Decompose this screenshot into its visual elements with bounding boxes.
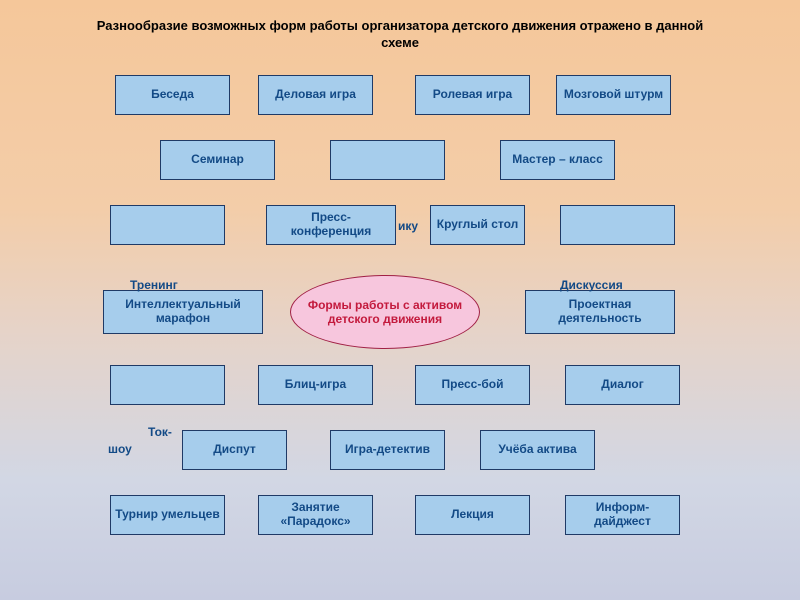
diagram-canvas: Разнообразие возможных форм работы орган… — [0, 0, 800, 600]
box-marafon: Интеллектуальный марафон — [103, 290, 263, 334]
box-label: Ролевая игра — [433, 88, 512, 102]
box-rolevaya: Ролевая игра — [415, 75, 530, 115]
box-seminar: Семинар — [160, 140, 275, 180]
box-lekciya: Лекция — [415, 495, 530, 535]
box-label: Блиц-игра — [285, 378, 346, 392]
box-kruglyi: Круглый стол — [430, 205, 525, 245]
box-beseda: Беседа — [115, 75, 230, 115]
box-mozgovoy: Мозговой штурм — [556, 75, 671, 115]
box-label: Турнир умельцев — [115, 508, 220, 522]
box-label: Информ-дайджест — [570, 501, 675, 529]
box-blank2 — [110, 205, 225, 245]
box-blank3 — [560, 205, 675, 245]
box-proektnaya: Проектная деятельность — [525, 290, 675, 334]
box-label: Занятие «Парадокс» — [263, 501, 368, 529]
box-label: Круглый стол — [437, 218, 519, 232]
center-ellipse-text: Формы работы с активом детского движения — [297, 298, 473, 327]
diagram-title: Разнообразие возможных форм работы орган… — [80, 18, 720, 52]
label-tokshow2: шоу — [108, 442, 132, 456]
box-label: Игра-детектив — [345, 443, 430, 457]
box-dialog: Диалог — [565, 365, 680, 405]
box-press-conf: Пресс-конференция — [266, 205, 396, 245]
box-label: Семинар — [191, 153, 244, 167]
box-blank1 — [330, 140, 445, 180]
box-master: Мастер – класс — [500, 140, 615, 180]
box-disput: Диспут — [182, 430, 287, 470]
box-label: Лекция — [451, 508, 494, 522]
box-delovaya: Деловая игра — [258, 75, 373, 115]
label-trening: Тренинг — [130, 278, 178, 292]
box-turnir: Турнир умельцев — [110, 495, 225, 535]
box-label: Диспут — [213, 443, 256, 457]
box-inform: Информ-дайджест — [565, 495, 680, 535]
box-label: Учёба актива — [498, 443, 576, 457]
box-paradox: Занятие «Парадокс» — [258, 495, 373, 535]
box-detektiv: Игра-детектив — [330, 430, 445, 470]
label-ikу: ику — [398, 219, 418, 233]
box-label: Проектная деятельность — [530, 298, 670, 326]
box-label: Деловая игра — [275, 88, 356, 102]
box-label: Диалог — [601, 378, 643, 392]
box-ucheba: Учёба актива — [480, 430, 595, 470]
label-tokshow1: Ток- — [148, 425, 172, 439]
center-ellipse: Формы работы с активом детского движения — [290, 275, 480, 349]
box-label: Пресс-конференция — [271, 211, 391, 239]
box-label: Беседа — [151, 88, 194, 102]
box-blic: Блиц-игра — [258, 365, 373, 405]
box-label: Интеллектуальный марафон — [108, 298, 258, 326]
box-label: Мастер – класс — [512, 153, 603, 167]
box-label: Мозговой штурм — [564, 88, 663, 102]
box-label: Пресс-бой — [442, 378, 504, 392]
box-pressboy: Пресс-бой — [415, 365, 530, 405]
box-blank4 — [110, 365, 225, 405]
label-diskussiya: Дискуссия — [560, 278, 623, 292]
